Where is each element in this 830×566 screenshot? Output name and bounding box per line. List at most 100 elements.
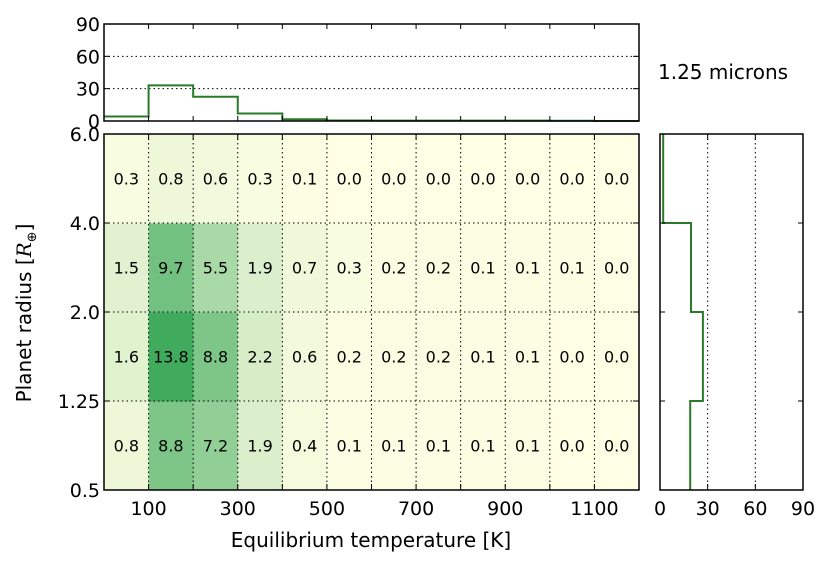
heatmap-cell-value: 2.2 xyxy=(247,348,272,367)
heatmap-cell-value: 0.1 xyxy=(515,348,540,367)
y-tick-label: 0.5 xyxy=(70,480,100,502)
top-histogram-frame xyxy=(103,23,640,122)
heatmap-cell xyxy=(104,223,150,313)
wavelength-annotation: 1.25 microns xyxy=(658,60,788,84)
x-tick-label: 500 xyxy=(309,498,345,520)
heatmap-cell-value: 0.1 xyxy=(559,259,584,278)
heatmap-cell-value: 0.4 xyxy=(292,437,317,456)
heatmap-cell xyxy=(505,401,551,491)
heatmap-cell xyxy=(237,401,283,491)
heatmap-cell-value: 0.0 xyxy=(604,259,629,278)
heatmap-cell-value: 8.8 xyxy=(158,437,183,456)
heatmap-cell-value: 0.6 xyxy=(292,348,317,367)
y-tick-label: 6.0 xyxy=(70,124,100,146)
heatmap-cell xyxy=(594,312,640,402)
heatmap-cell-value: 0.1 xyxy=(336,437,361,456)
heatmap-cell xyxy=(416,312,462,402)
heatmap-cell-value: 0.0 xyxy=(559,348,584,367)
heatmap-cell xyxy=(371,401,417,491)
top-y-tick-label: 30 xyxy=(76,79,100,101)
heatmap-cell-value: 0.1 xyxy=(426,437,451,456)
y-tick-label: 2.0 xyxy=(70,302,100,324)
heatmap-cell xyxy=(460,312,506,402)
y-axis-label-subscript: ⊕ xyxy=(25,231,40,242)
heatmap-cell xyxy=(549,401,595,491)
heatmap-cell xyxy=(326,223,372,313)
heatmap-cell xyxy=(416,223,462,313)
heatmap-cell xyxy=(594,134,640,224)
top-y-tick-label: 60 xyxy=(76,46,100,68)
heatmap-cell-value: 0.3 xyxy=(114,170,139,189)
right-x-tick-label: 0 xyxy=(654,498,666,520)
heatmap-cell xyxy=(104,134,150,224)
heatmap-cell-value: 0.1 xyxy=(515,259,540,278)
x-tick-label: 100 xyxy=(130,498,166,520)
right-x-tick-label: 90 xyxy=(791,498,815,520)
heatmap-cell xyxy=(416,134,462,224)
heatmap-cell xyxy=(237,134,283,224)
heatmap-cell xyxy=(371,223,417,313)
heatmap-cell-value: 13.8 xyxy=(153,348,189,367)
heatmap-cell-value: 1.9 xyxy=(247,259,272,278)
y-axis-label-text: Planet radius [ xyxy=(12,257,36,402)
right-x-tick-label: 60 xyxy=(743,498,767,520)
heatmap-cell xyxy=(104,401,150,491)
heatmap-cell-value: 0.0 xyxy=(604,170,629,189)
heatmap-cell xyxy=(326,134,372,224)
heatmap-cell xyxy=(549,134,595,224)
y-axis-label: Planet radius [R⊕] xyxy=(12,224,40,403)
heatmap-cell-value: 0.8 xyxy=(158,170,183,189)
heatmap-cell xyxy=(104,312,150,402)
heatmap-cell-value: 0.1 xyxy=(381,437,406,456)
heatmap-cell-value: 0.0 xyxy=(559,170,584,189)
heatmap-cell-value: 1.5 xyxy=(114,259,139,278)
heatmap-cell-value: 0.2 xyxy=(426,259,451,278)
x-tick-label: 300 xyxy=(220,498,256,520)
x-tick-label: 900 xyxy=(487,498,523,520)
heatmap-cell xyxy=(237,312,283,402)
heatmap-cell-value: 0.2 xyxy=(381,259,406,278)
heatmap-cell-value: 0.2 xyxy=(381,348,406,367)
heatmap-cell xyxy=(460,134,506,224)
heatmap-cell xyxy=(416,401,462,491)
heatmap-cell-value: 0.0 xyxy=(470,170,495,189)
top-y-tick-label: 90 xyxy=(76,14,100,36)
heatmap-cell-value: 1.6 xyxy=(114,348,139,367)
right-histogram-line xyxy=(662,134,704,490)
heatmap-cell xyxy=(148,312,194,402)
heatmap-cell xyxy=(505,223,551,313)
heatmap-cell-value: 0.0 xyxy=(559,437,584,456)
heatmap-cell xyxy=(148,223,194,313)
heatmap-cell-value: 0.7 xyxy=(292,259,317,278)
y-tick-label: 4.0 xyxy=(70,213,100,235)
heatmap-cell xyxy=(193,134,239,224)
heatmap-cell-value: 0.0 xyxy=(515,170,540,189)
heatmap-cell-value: 0.2 xyxy=(336,348,361,367)
x-axis-label: Equilibrium temperature [K] xyxy=(231,528,511,552)
heatmap-cell xyxy=(505,134,551,224)
heatmap-cell-value: 1.9 xyxy=(247,437,272,456)
heatmap-cell-value: 8.8 xyxy=(203,348,228,367)
heatmap-cell xyxy=(193,312,239,402)
heatmap-cell xyxy=(549,312,595,402)
heatmap-cell-value: 0.2 xyxy=(426,348,451,367)
y-axis-label-symbol: R xyxy=(12,242,36,258)
heatmap-cell-value: 5.5 xyxy=(203,259,228,278)
heatmap-cell-value: 0.1 xyxy=(470,437,495,456)
heatmap-cell-value: 0.1 xyxy=(515,437,540,456)
x-tick-label: 700 xyxy=(398,498,434,520)
y-tick-label: 1.25 xyxy=(58,391,100,413)
heatmap-cell-value: 9.7 xyxy=(158,259,183,278)
heatmap-cell-value: 7.2 xyxy=(203,437,228,456)
heatmap-cell-value: 0.1 xyxy=(292,170,317,189)
heatmap-cell-value: 0.3 xyxy=(247,170,272,189)
right-x-tick-label: 30 xyxy=(696,498,720,520)
top-y-tick-label: 0 xyxy=(88,111,100,133)
heatmap-cell xyxy=(505,312,551,402)
heatmap-cell xyxy=(193,401,239,491)
top-histogram-line xyxy=(104,84,639,122)
heatmap-cell xyxy=(282,223,328,313)
y-axis-label-close: ] xyxy=(12,224,36,232)
heatmap-cell-value: 0.0 xyxy=(604,348,629,367)
